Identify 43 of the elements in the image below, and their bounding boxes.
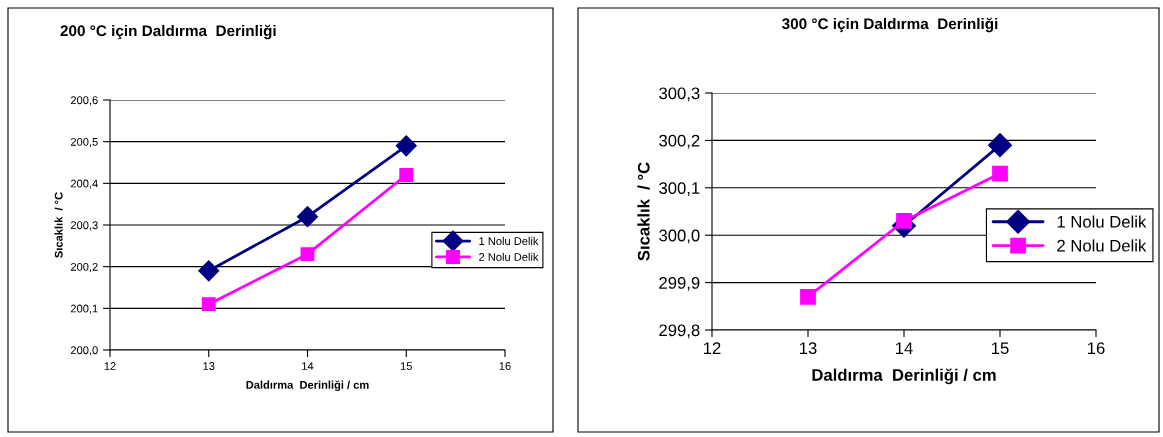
y-tick-label: 200,0 [70, 346, 98, 356]
x-tick-label: 12 [104, 362, 116, 370]
y-tick-label: 299,8 [659, 324, 700, 339]
x-axis-title: Daldırma Derinliği / cm [812, 368, 996, 385]
point [296, 206, 319, 228]
point [896, 213, 912, 229]
x-tick-label: 15 [992, 342, 1009, 355]
point [201, 297, 216, 312]
point [198, 260, 220, 282]
point [300, 247, 315, 262]
y-tick-label: 200,5 [70, 137, 98, 148]
chart-title: 200 °C için Daldırma Derinliği [60, 24, 276, 40]
y-tick-label: 200,3 [70, 221, 98, 231]
y-tick-label: 299,9 [659, 277, 700, 291]
x-tick-label: 15 [400, 362, 412, 370]
y-tick-label: 200,2 [70, 262, 98, 273]
x-axis-title: Daldırma Derinliği / cm [246, 380, 369, 392]
y-tick-label: 200,1 [70, 304, 98, 314]
legend-label: 1 Nolu Delik [479, 236, 539, 246]
y-axis-title: Sıcaklık / °C [637, 162, 650, 261]
x-tick-label: 14 [302, 362, 314, 370]
legend-label: 1 Nolu Delik [1057, 215, 1147, 228]
x-tick-label: 12 [704, 342, 721, 354]
y-tick-label: 200,6 [70, 96, 98, 106]
chart-title: 300 °C için Daldırma Derinliği [782, 17, 998, 33]
point [988, 133, 1012, 158]
y-tick-label: 300,0 [659, 229, 700, 244]
point [395, 135, 417, 157]
point [800, 288, 816, 305]
x-tick-label: 16 [499, 362, 511, 370]
y-axis-title: Sıcaklık / °C [54, 192, 63, 258]
point [399, 168, 414, 182]
y-tick-label: 300,1 [659, 182, 700, 196]
y-tick-label: 300,2 [659, 134, 700, 149]
point [992, 165, 1008, 182]
x-tick-label: 13 [203, 362, 215, 370]
legend-label: 2 Nolu Delik [1057, 239, 1147, 252]
y-tick-label: 200,4 [70, 179, 98, 189]
x-tick-label: 13 [800, 342, 817, 355]
x-tick-label: 16 [1088, 342, 1105, 355]
y-tick-label: 300,3 [659, 87, 700, 102]
legend-label: 2 Nolu Delik [479, 252, 539, 261]
x-tick-label: 14 [896, 342, 913, 354]
